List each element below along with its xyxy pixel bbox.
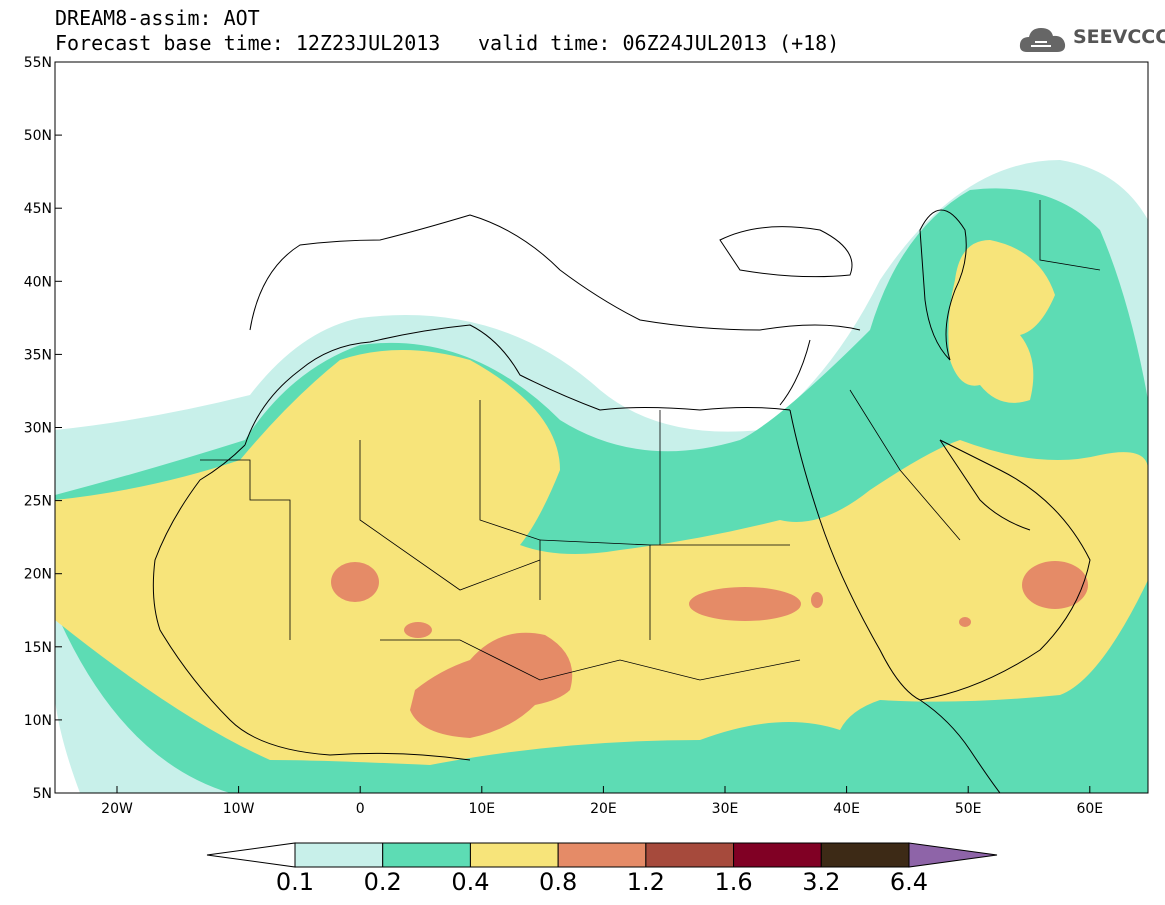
aot-blob-0.8-mali <box>404 622 432 638</box>
colorbar-label: 0.2 <box>363 868 402 896</box>
colorbar-label: 0.8 <box>539 868 578 896</box>
lon-tick-label: 40E <box>833 801 860 817</box>
latitude-axis: 55N 50N 45N 40N 35N 30N 25N 20N 15N 10N 5N <box>24 55 62 802</box>
coast-arabia <box>779 339 1091 701</box>
lat-tick-label: 55N <box>24 55 52 71</box>
aot-blob-0.8-sudan <box>689 587 801 621</box>
lat-tick-label: 45N <box>24 201 52 217</box>
border-7 <box>849 389 961 541</box>
colorbar-label: 1.6 <box>714 868 753 896</box>
colorbar-label: 0.1 <box>275 868 315 896</box>
valid-time: valid time: 06Z24JUL2013 (+18) <box>478 31 840 55</box>
coastlines <box>152 209 1091 793</box>
forecast-base-time: Forecast base time: 12Z23JUL2013 <box>55 31 441 55</box>
aot-blob-0.8-yemen <box>959 617 971 627</box>
border-3 <box>479 400 541 600</box>
colorbar-label: 0.4 <box>451 868 490 896</box>
colorbar-box <box>733 842 822 868</box>
colorbar-box <box>557 842 647 868</box>
longitude-axis: 20W 10W 0 10E 20E 30E 40E 50E 60E <box>101 786 1103 817</box>
colorbar-box <box>469 842 559 868</box>
aot-blob-0.8-chad <box>410 632 573 738</box>
lat-tick-label: 10N <box>24 713 52 729</box>
map-title: DREAM8-assim: AOT <box>55 6 260 30</box>
colorbar <box>206 842 998 868</box>
coast-black-sea <box>719 226 853 278</box>
colorbar-box <box>820 842 910 868</box>
lat-tick-label: 50N <box>24 128 52 144</box>
colorbar-label: 3.2 <box>802 868 841 896</box>
lat-tick-label: 40N <box>24 274 52 290</box>
lon-tick-label: 0 <box>356 801 365 817</box>
logo-text: SEEVCCC <box>1073 26 1165 48</box>
lat-tick-label: 25N <box>24 494 52 510</box>
lon-tick-label: 20E <box>590 801 617 817</box>
border-9 <box>1039 200 1101 271</box>
cloud-logo-icon <box>1019 28 1066 52</box>
borders <box>200 200 1101 681</box>
aot-band-0.4 <box>55 350 1148 765</box>
coast-east-africa <box>919 699 1001 793</box>
lat-tick-label: 5N <box>33 786 52 802</box>
colorbar-high-triangle <box>908 842 998 868</box>
colorbar-box <box>645 842 735 868</box>
coast-caspian <box>919 209 967 361</box>
lon-tick-label: 10W <box>223 801 255 817</box>
border-2 <box>359 440 541 591</box>
lon-tick-label: 60E <box>1076 801 1103 817</box>
colorbar-box <box>382 842 471 868</box>
colorbar-label: 6.4 <box>889 868 929 896</box>
lon-tick-label: 20W <box>101 801 133 817</box>
colorbar-label: 1.2 <box>626 868 665 896</box>
aot-blob-0.8-eritrea <box>811 592 823 608</box>
coast-north-africa <box>244 324 791 446</box>
colorbar-box <box>294 842 384 868</box>
lon-tick-label: 30E <box>712 801 739 817</box>
border-1 <box>200 459 291 640</box>
border-8 <box>380 639 801 681</box>
coast-gulf <box>939 439 1031 531</box>
aot-blob-0.8-sahara <box>331 562 379 602</box>
coast-red-sea <box>789 409 921 701</box>
aot-blob-0.8-oman <box>1022 561 1088 609</box>
lat-tick-label: 15N <box>24 640 52 656</box>
lon-tick-label: 10E <box>468 801 495 817</box>
coast-west-africa <box>152 444 471 761</box>
aot-fields <box>55 160 1148 793</box>
lat-tick-label: 35N <box>24 347 52 363</box>
coast-europe <box>249 214 861 331</box>
lat-tick-label: 20N <box>24 567 52 583</box>
aot-band-0.4-caspian <box>948 240 1055 403</box>
colorbar-low-triangle <box>206 842 296 868</box>
lat-tick-label: 30N <box>24 421 52 437</box>
lon-tick-label: 50E <box>955 801 982 817</box>
